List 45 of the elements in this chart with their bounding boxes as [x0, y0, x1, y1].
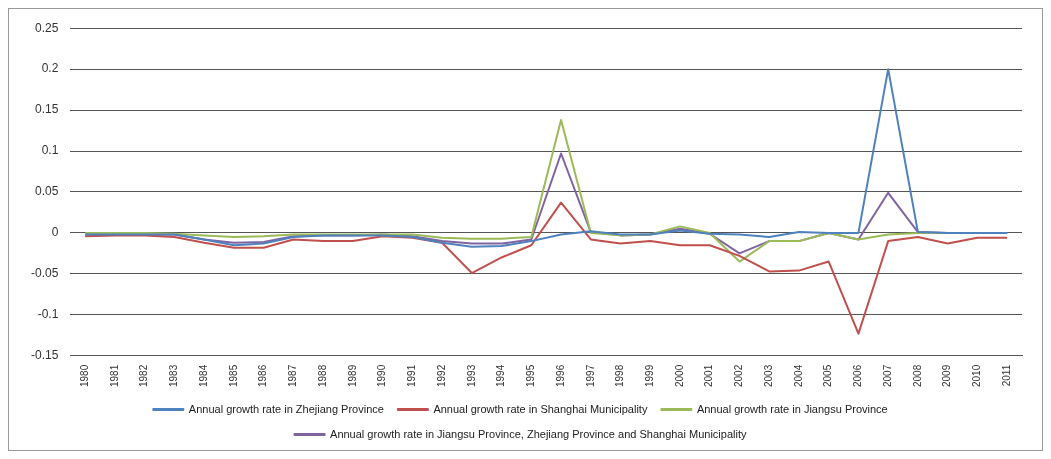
y-tick-label: 0.15 [34, 102, 59, 117]
x-tick-label: 1981 [108, 364, 120, 387]
legend-label: Annual growth rate in Shanghai Municipality [433, 402, 648, 415]
x-tick-label: 2005 [822, 364, 834, 387]
y-tick-label: -0.15 [30, 348, 59, 363]
x-tick-label: 1998 [614, 364, 626, 387]
x-tick-label: 2004 [792, 364, 804, 387]
y-tick-label: 0.25 [34, 20, 59, 35]
x-tick-label: 2009 [941, 364, 953, 387]
x-tick-label: 1982 [138, 364, 150, 387]
y-tick-label: 0.2 [41, 61, 59, 76]
x-tick-label: 2002 [733, 364, 745, 387]
x-tick-label: 2006 [852, 364, 864, 387]
x-tick-label: 1994 [495, 364, 507, 387]
x-tick-label: 1980 [78, 364, 90, 387]
x-tick-label: 1999 [644, 364, 656, 387]
legend-label: Annual growth rate in Zhejiang Province [188, 402, 384, 415]
x-tick-label: 2003 [762, 364, 774, 387]
x-tick-label: 1988 [316, 364, 328, 387]
y-tick-label: 0.05 [34, 184, 59, 199]
y-tick-label: 0.1 [41, 143, 59, 158]
x-tick-label: 2001 [703, 364, 715, 387]
x-tick-label: 1995 [525, 364, 537, 387]
x-tick-label: 1989 [346, 364, 358, 387]
x-tick-label: 1991 [406, 364, 418, 387]
y-tick-label: 0 [51, 225, 59, 240]
x-tick-label: 1986 [257, 364, 269, 387]
legend-label: Annual growth rate in Jiangsu Province, Zhejiang Province and Shanghai Municipality [330, 427, 747, 440]
x-tick-label: 1985 [227, 364, 239, 387]
legend-label: Annual growth rate in Jiangsu Province [696, 402, 888, 415]
x-tick-label: 1997 [584, 364, 596, 387]
x-tick-label: 2010 [971, 364, 983, 387]
x-tick-label: 1983 [168, 364, 180, 387]
x-tick-label: 2000 [673, 364, 685, 387]
x-tick-label: 2011 [1000, 364, 1012, 387]
x-tick-label: 1996 [554, 364, 566, 387]
x-tick-label: 1992 [435, 364, 447, 387]
y-tick-label: -0.05 [30, 266, 59, 281]
x-tick-label: 1984 [197, 364, 209, 387]
x-tick-label: 1993 [465, 364, 477, 387]
y-tick-label: -0.1 [37, 307, 59, 322]
x-tick-label: 2007 [881, 364, 893, 387]
x-tick-label: 1987 [287, 364, 299, 387]
x-tick-label: 1990 [376, 364, 388, 387]
x-tick-label: 2008 [911, 364, 923, 387]
